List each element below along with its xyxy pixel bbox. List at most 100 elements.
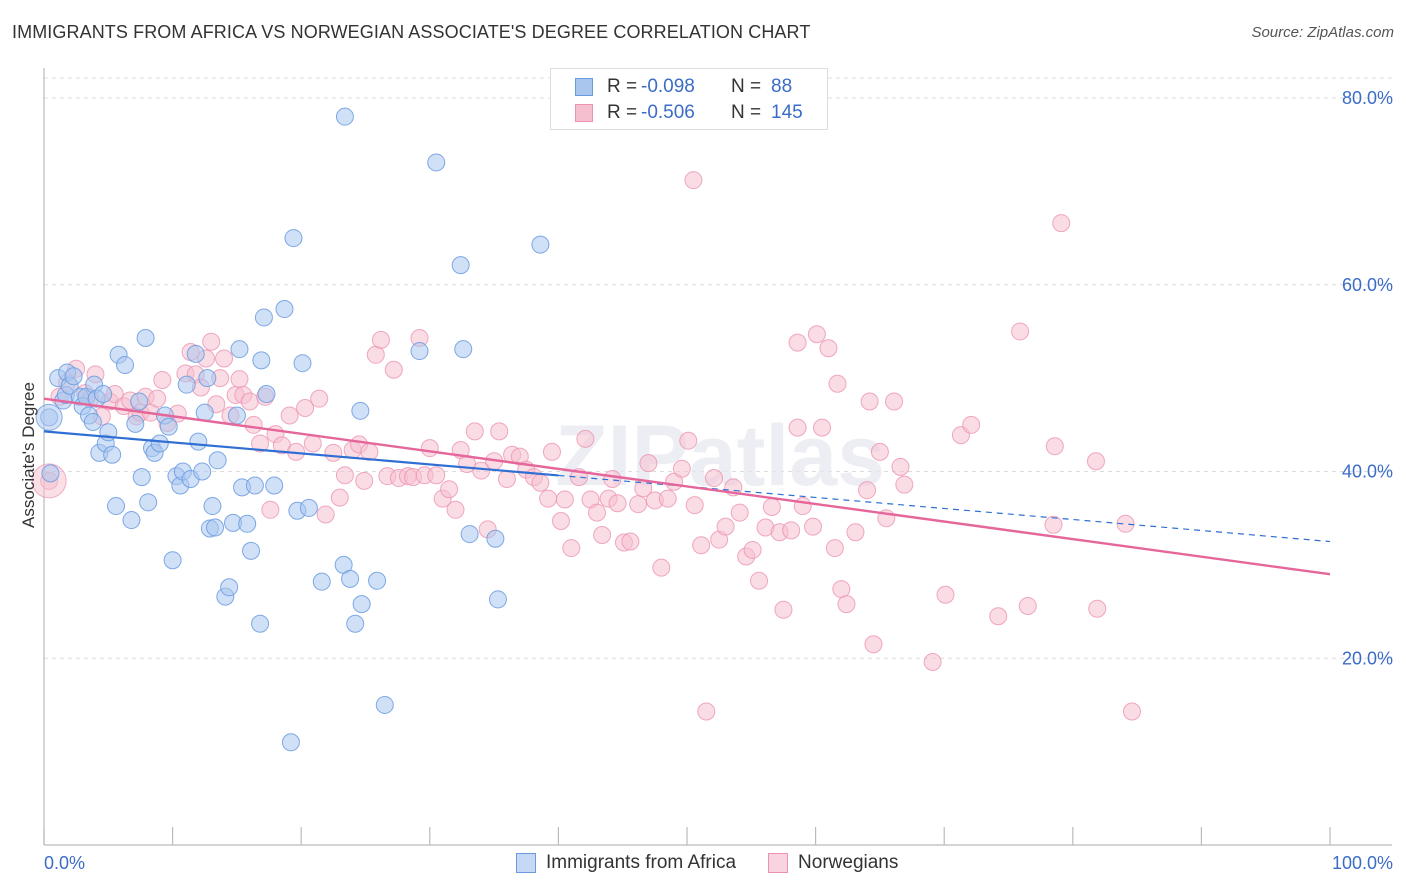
- data-point-norwegians: [551, 511, 570, 530]
- data-point-norwegians: [730, 503, 749, 522]
- data-point-immigrants-from-africa: [341, 569, 360, 588]
- data-point-norwegians: [296, 399, 315, 418]
- trend-line-africa-extension: [558, 474, 1331, 543]
- trend-lines: [43, 397, 1331, 576]
- data-point-norwegians: [1045, 437, 1064, 456]
- data-point-norwegians: [310, 389, 329, 408]
- legend-r-label: R =: [607, 102, 638, 123]
- data-point-immigrants-from-africa: [486, 529, 505, 548]
- data-point-norwegians: [989, 607, 1008, 626]
- data-point-norwegians: [652, 558, 671, 577]
- data-point-norwegians: [490, 422, 509, 441]
- data-point-norwegians: [1018, 596, 1037, 615]
- data-point-norwegians: [202, 332, 221, 351]
- legend-n-value: 145: [771, 102, 803, 123]
- data-point-immigrants-from-africa: [208, 451, 227, 470]
- data-point-immigrants-from-africa: [189, 432, 208, 451]
- data-point-norwegians: [240, 392, 259, 411]
- data-point-norwegians: [639, 454, 658, 473]
- data-point-norwegians: [864, 635, 883, 654]
- data-point-immigrants-from-africa: [177, 375, 196, 394]
- data-point-immigrants-from-africa: [352, 595, 371, 614]
- data-point-norwegians: [355, 471, 374, 490]
- data-point-immigrants-from-africa: [126, 414, 145, 433]
- data-point-immigrants-from-africa: [130, 392, 149, 411]
- data-point-norwegians: [679, 431, 698, 450]
- data-point-norwegians: [1044, 515, 1063, 534]
- data-point-immigrants-from-africa: [186, 344, 205, 363]
- data-point-norwegians: [1086, 452, 1105, 471]
- source-label: Source: ZipAtlas.com: [1251, 24, 1394, 41]
- data-point-norwegians: [324, 443, 343, 462]
- data-point-norwegians: [555, 490, 574, 509]
- data-point-norwegians: [251, 434, 270, 453]
- y-tick-label: 80.0%: [1342, 88, 1393, 108]
- data-point-norwegians: [608, 494, 627, 513]
- legend-swatch-pink: [575, 104, 593, 122]
- data-point-immigrants-from-africa: [203, 497, 222, 516]
- data-point-immigrants-from-africa: [198, 369, 217, 388]
- data-point-norwegians: [215, 349, 234, 368]
- data-point-immigrants-from-africa: [531, 235, 550, 254]
- data-point-norwegians: [427, 466, 446, 485]
- data-point-norwegians: [1052, 214, 1071, 233]
- data-point-immigrants-from-africa: [252, 351, 271, 370]
- data-point-norwegians: [587, 503, 606, 522]
- data-point-norwegians: [788, 333, 807, 352]
- data-point-norwegians: [280, 406, 299, 425]
- data-point-norwegians: [891, 457, 910, 476]
- data-point-immigrants-from-africa: [245, 476, 264, 495]
- legend-swatch-blue: [575, 78, 593, 96]
- data-point-immigrants-from-africa: [206, 518, 225, 537]
- data-point-norwegians: [621, 532, 640, 551]
- data-point-immigrants-from-africa: [64, 367, 83, 386]
- data-point-immigrants-from-africa: [375, 695, 394, 714]
- data-point-immigrants-from-africa: [454, 340, 473, 359]
- data-point-immigrants-from-africa: [193, 462, 212, 481]
- data-point-norwegians: [832, 580, 851, 599]
- data-point-norwegians: [629, 495, 648, 514]
- data-point-immigrants-from-africa: [281, 733, 300, 752]
- legend-r-value: -0.098: [641, 76, 695, 97]
- y-axis-label: Associate's Degree: [19, 382, 38, 528]
- data-point-norwegians: [539, 489, 558, 508]
- correlation-legend: R = -0.098 N = 88 R = -0.506 N = 145: [550, 68, 828, 130]
- data-point-immigrants-from-africa: [132, 468, 151, 487]
- legend-item-norwegians[interactable]: Norwegians: [768, 852, 898, 874]
- data-point-norwegians: [658, 489, 677, 508]
- data-point-norwegians: [774, 600, 793, 619]
- series-legend: Immigrants from Africa Norwegians: [516, 852, 930, 874]
- data-point-immigrants-from-africa: [122, 511, 141, 530]
- data-point-norwegians: [261, 500, 280, 519]
- legend-r-label: R =: [607, 76, 638, 97]
- data-point-norwegians: [420, 439, 439, 458]
- data-point-immigrants-from-africa: [139, 493, 158, 512]
- data-point-norwegians: [762, 497, 781, 516]
- data-point-immigrants-from-africa: [83, 413, 102, 432]
- legend-row-africa: R = -0.098 N = 88: [575, 74, 792, 100]
- trend-line-norwegians: [43, 397, 1331, 576]
- data-point-immigrants-from-africa: [94, 385, 113, 404]
- legend-n-label: N =: [731, 76, 762, 97]
- data-point-norwegians: [366, 345, 385, 364]
- data-point-immigrants-from-africa: [150, 434, 169, 453]
- data-point-immigrants-from-africa: [35, 403, 63, 431]
- data-point-norwegians: [858, 481, 877, 500]
- data-point-norwegians: [807, 325, 826, 344]
- legend-row-norwegians: R = -0.506 N = 145: [575, 100, 803, 126]
- data-point-norwegians: [465, 422, 484, 441]
- data-point-norwegians: [384, 360, 403, 379]
- data-point-immigrants-from-africa: [238, 514, 257, 533]
- legend-n-value: 88: [771, 76, 793, 97]
- data-point-norwegians: [716, 517, 735, 536]
- data-point-norwegians: [825, 539, 844, 558]
- data-point-norwegians: [846, 523, 865, 542]
- data-point-norwegians: [684, 171, 703, 190]
- legend-r-value: -0.506: [641, 102, 695, 123]
- data-point-norwegians: [692, 536, 711, 555]
- legend-label-norwegians: Norwegians: [798, 852, 899, 873]
- data-point-immigrants-from-africa: [116, 356, 135, 375]
- legend-item-africa[interactable]: Immigrants from Africa: [516, 852, 736, 874]
- data-point-norwegians: [335, 466, 354, 485]
- data-point-immigrants-from-africa: [299, 498, 318, 517]
